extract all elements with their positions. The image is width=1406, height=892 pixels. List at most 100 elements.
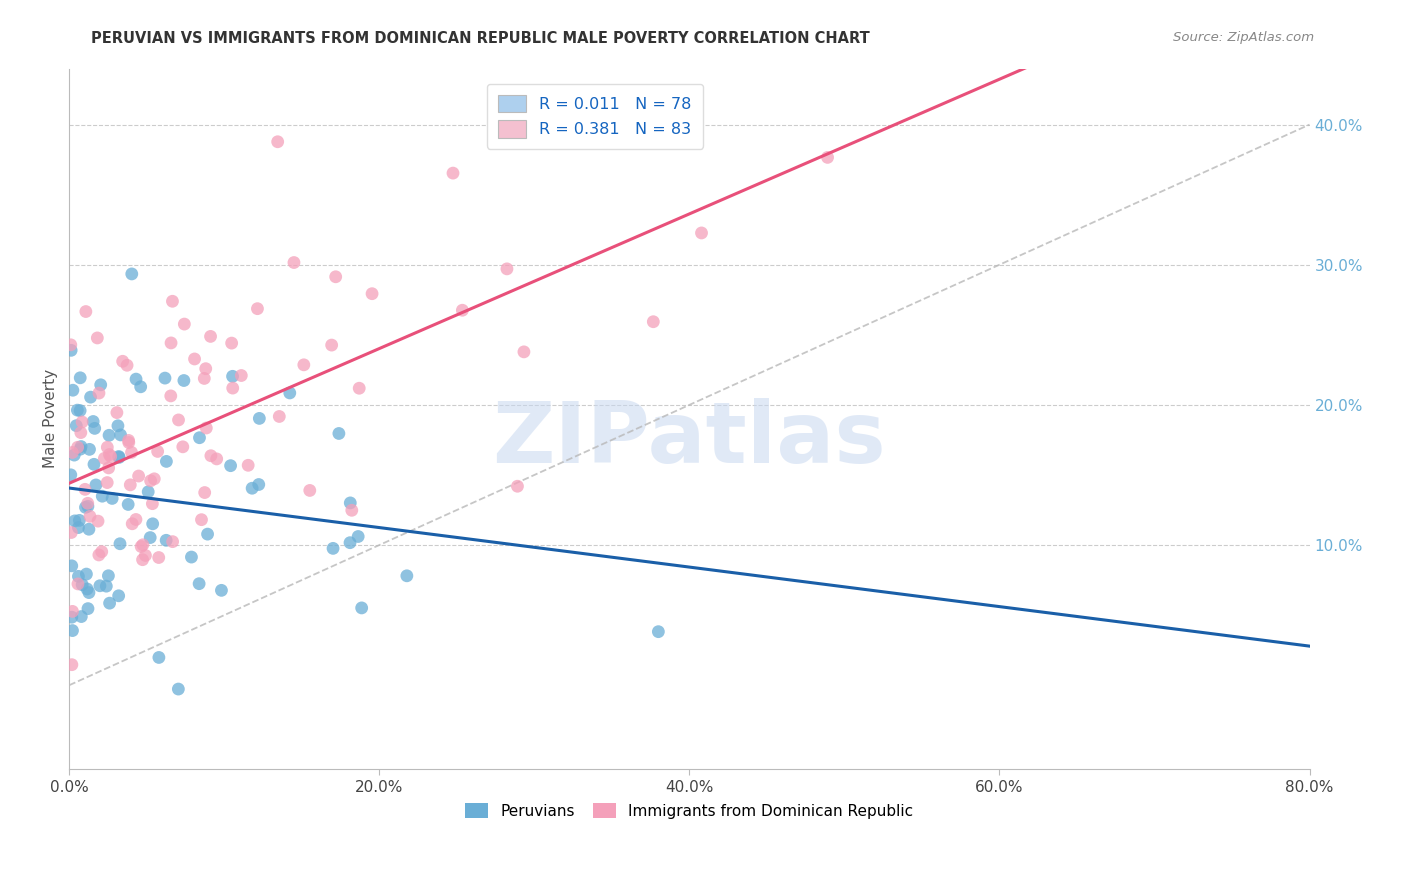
- Point: [647, 624, 669, 639]
- Point: [221, 336, 243, 351]
- Point: [121, 267, 143, 281]
- Point: [75, 567, 97, 582]
- Point: [91, 489, 114, 503]
- Point: [195, 421, 218, 435]
- Point: [107, 418, 129, 433]
- Point: [87, 548, 110, 562]
- Point: [60, 558, 83, 573]
- Point: [77, 500, 100, 514]
- Point: [325, 269, 347, 284]
- Point: [110, 428, 132, 442]
- Point: [153, 371, 176, 385]
- Point: [60, 525, 83, 540]
- Point: [222, 381, 245, 395]
- Point: [98, 428, 121, 442]
- Point: [66, 403, 89, 417]
- Point: [347, 529, 370, 543]
- Point: [180, 550, 202, 565]
- Point: [79, 442, 101, 457]
- Point: [75, 500, 97, 515]
- Point: [269, 409, 291, 424]
- Point: [395, 569, 418, 583]
- Point: [266, 135, 288, 149]
- Point: [62, 624, 84, 638]
- Point: [340, 503, 363, 517]
- Point: [82, 415, 104, 429]
- Point: [87, 514, 110, 528]
- Point: [131, 552, 153, 566]
- Point: [75, 304, 97, 318]
- Point: [105, 406, 128, 420]
- Point: [96, 440, 118, 454]
- Point: [107, 589, 129, 603]
- Point: [451, 303, 474, 318]
- Point: [247, 477, 270, 491]
- Point: [96, 579, 118, 593]
- Point: [62, 383, 84, 397]
- Point: [205, 451, 228, 466]
- Point: [115, 359, 138, 373]
- Point: [97, 568, 120, 582]
- Point: [173, 374, 195, 388]
- Point: [70, 609, 93, 624]
- Point: [67, 569, 90, 583]
- Point: [100, 450, 122, 464]
- Point: [77, 601, 100, 615]
- Point: [690, 226, 713, 240]
- Point: [129, 380, 152, 394]
- Point: [155, 454, 177, 468]
- Point: [496, 261, 519, 276]
- Point: [117, 434, 139, 448]
- Point: [188, 576, 211, 591]
- Point: [77, 522, 100, 536]
- Point: [63, 514, 86, 528]
- Point: [172, 440, 194, 454]
- Point: [143, 472, 166, 486]
- Point: [67, 520, 90, 534]
- Point: [96, 475, 118, 490]
- Point: [87, 386, 110, 401]
- Point: [118, 435, 141, 450]
- Point: [89, 579, 111, 593]
- Point: [361, 286, 384, 301]
- Point: [69, 371, 91, 385]
- Point: [240, 481, 263, 495]
- Point: [60, 657, 83, 672]
- Point: [581, 132, 603, 146]
- Point: [75, 483, 97, 497]
- Point: [70, 415, 93, 429]
- Point: [155, 533, 177, 548]
- Point: [321, 338, 343, 352]
- Text: Source: ZipAtlas.com: Source: ZipAtlas.com: [1174, 31, 1315, 45]
- Point: [101, 491, 124, 506]
- Point: [221, 369, 243, 384]
- Point: [120, 478, 142, 492]
- Point: [66, 577, 89, 591]
- Point: [59, 467, 82, 482]
- Point: [160, 335, 183, 350]
- Point: [167, 681, 190, 696]
- Point: [128, 469, 150, 483]
- Point: [132, 538, 155, 552]
- Point: [219, 458, 242, 473]
- Point: [146, 444, 169, 458]
- Point: [197, 527, 219, 541]
- Point: [111, 354, 134, 368]
- Point: [69, 403, 91, 417]
- Point: [513, 344, 536, 359]
- Point: [322, 541, 344, 556]
- Point: [107, 450, 129, 464]
- Point: [817, 150, 839, 164]
- Point: [339, 535, 361, 549]
- Point: [86, 331, 108, 345]
- Text: PERUVIAN VS IMMIGRANTS FROM DOMINICAN REPUBLIC MALE POVERTY CORRELATION CHART: PERUVIAN VS IMMIGRANTS FROM DOMINICAN RE…: [91, 31, 870, 46]
- Point: [328, 426, 350, 441]
- Point: [141, 497, 163, 511]
- Point: [148, 650, 170, 665]
- Point: [69, 425, 91, 440]
- Point: [93, 451, 115, 466]
- Point: [148, 550, 170, 565]
- Point: [83, 458, 105, 472]
- Point: [292, 358, 315, 372]
- Point: [193, 371, 215, 385]
